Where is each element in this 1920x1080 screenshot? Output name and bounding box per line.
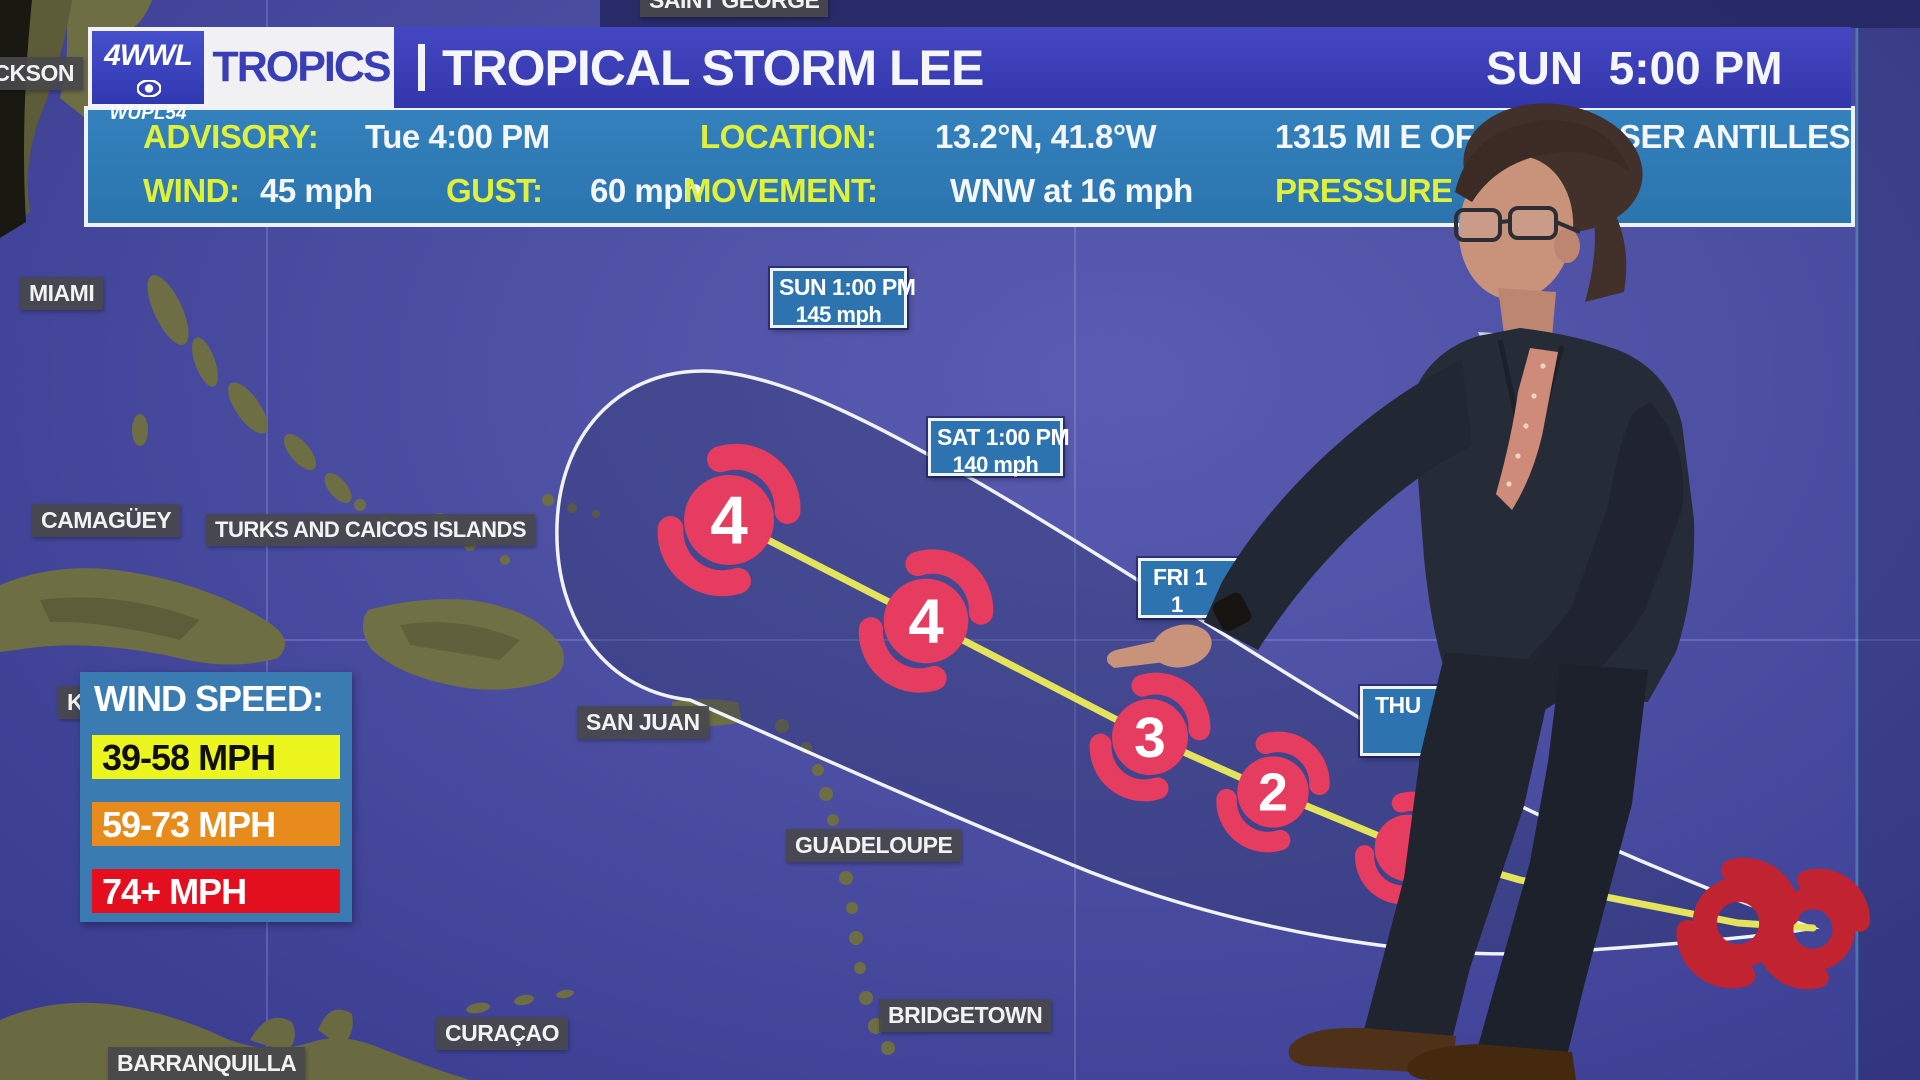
location-value: 13.2°N, 41.8°W xyxy=(935,118,1157,155)
place-label-bridgetown: BRIDGETOWN xyxy=(879,999,1052,1032)
weatherman-presenter xyxy=(1107,103,1695,1080)
neck xyxy=(1498,288,1556,338)
place-label-san-juan: SAN JUAN xyxy=(577,706,709,739)
hair-fringe xyxy=(1455,119,1630,202)
hurricane-cat4-icon-sun: 4 xyxy=(657,443,801,597)
tropics-badge: TROPICS xyxy=(208,27,394,108)
place-label-saint-george: SAINT GEORGE xyxy=(640,0,829,17)
advisory-value: Tue 4:00 PM xyxy=(365,118,550,155)
forecast-label-sun: SUN 1:00 PM 145 mph xyxy=(770,268,916,328)
forecast-wind: 145 mph xyxy=(795,302,882,327)
map-right-edge-shade xyxy=(1858,28,1920,1080)
trouser-right xyxy=(1478,664,1648,1052)
svg-text:3: 3 xyxy=(1134,706,1166,770)
tie xyxy=(1496,348,1558,510)
tie-dots xyxy=(1506,363,1546,487)
ear xyxy=(1554,229,1580,263)
legend-title: WIND SPEED: xyxy=(94,678,324,719)
gust-value: 60 mph xyxy=(590,172,703,209)
forecast-label-sat: SAT 1:00 PM 140 mph xyxy=(928,418,1070,477)
place-label-barranquilla: BARRANQUILLA xyxy=(108,1047,306,1080)
station-logo-text: 4WWL xyxy=(92,41,204,103)
legend-bar-sts: 59-73 MPH xyxy=(92,802,340,846)
pressure-label: PRESSURE xyxy=(1275,172,1453,209)
movement-label: MOVEMENT: xyxy=(684,172,878,209)
legend-bar-hurricane: 74+ MPH xyxy=(92,869,340,913)
station-subchannel: WUPL54 xyxy=(109,103,187,124)
header-bar: 4WWL WUPL54 TROPICS TROPICAL STORM LEE S… xyxy=(88,27,1851,124)
station-logo: 4WWL WUPL54 xyxy=(88,27,208,124)
place-label-curacao: CURAÇAO xyxy=(436,1017,569,1050)
hurricane-symbol-icon-2 xyxy=(1756,868,1870,990)
place-label-miami: MIAMI xyxy=(20,277,104,310)
forecast-time: SUN 1:00 PM xyxy=(779,274,916,300)
wind-label: WIND: xyxy=(143,172,240,209)
wind-speed-legend: WIND SPEED: 39-58 MPH 59-73 MPH 74+ MPH xyxy=(80,672,352,922)
place-label-guadeloupe: GUADELOUPE xyxy=(786,829,962,862)
face xyxy=(1458,156,1574,300)
wristwatch xyxy=(1212,592,1252,632)
forecast-time: THU xyxy=(1375,692,1421,718)
gust-label: GUST: xyxy=(446,172,543,209)
glasses-icon xyxy=(1454,206,1581,242)
shoe-right xyxy=(1407,1044,1576,1080)
place-label-turks-caicos: TURKS AND CAICOS ISLANDS xyxy=(206,514,536,546)
pointing-arm-sleeve xyxy=(1204,360,1472,650)
hair-side xyxy=(1585,190,1627,302)
station-call-letters: 4WWL xyxy=(104,39,193,72)
location-label: LOCATION: xyxy=(700,118,877,155)
trouser-left xyxy=(1364,652,1556,1040)
legend-bar-ts: 39-58 MPH xyxy=(92,735,340,779)
left-arm-sleeve xyxy=(1470,402,1684,736)
storm-title: TROPICAL STORM LEE xyxy=(442,40,984,96)
pointing-finger xyxy=(1107,636,1184,668)
hurricane-cat2-icon-thu: 2 xyxy=(1216,731,1330,853)
svg-text:4: 4 xyxy=(908,587,943,657)
forecast-time: FRI 1 xyxy=(1153,564,1207,590)
movement-value: WNW at 16 mph xyxy=(950,172,1193,209)
forecast-wind: 140 mph xyxy=(952,452,1039,477)
advisory-label: ADVISORY: xyxy=(143,118,319,155)
place-label-camaguey: CAMAGÜEY xyxy=(32,504,181,537)
cbs-eye-icon xyxy=(136,73,162,103)
title-divider xyxy=(418,44,425,91)
forecast-wind: 1 xyxy=(1171,592,1183,617)
hurricane-cat4-icon-sat: 4 xyxy=(858,549,994,693)
forecast-time: SAT 1:00 PM xyxy=(937,424,1070,450)
place-label-jackson: JACKSON xyxy=(0,57,83,90)
broadcast-clock: SUN 5:00 PM xyxy=(1486,42,1783,94)
svg-text:2: 2 xyxy=(1258,764,1288,823)
hurricane-cat3-icon-fri: 3 xyxy=(1089,672,1211,802)
svg-text:4: 4 xyxy=(710,484,748,559)
wind-value: 45 mph xyxy=(260,172,373,209)
